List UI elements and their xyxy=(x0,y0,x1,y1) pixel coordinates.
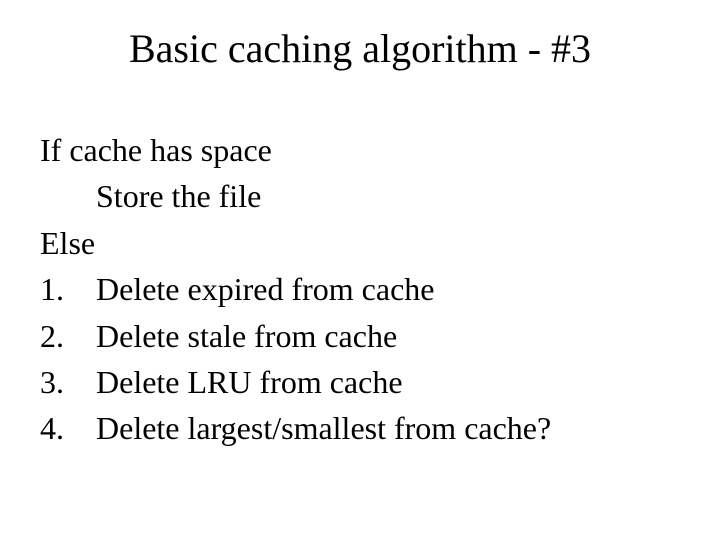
numbered-list: 1. Delete expired from cache 2. Delete s… xyxy=(40,266,680,452)
list-number: 3. xyxy=(40,359,96,405)
list-item: 3. Delete LRU from cache xyxy=(40,359,680,405)
slide-content: If cache has space Store the file Else 1… xyxy=(40,127,680,452)
if-line: If cache has space xyxy=(40,127,680,173)
list-text: Delete stale from cache xyxy=(96,313,397,359)
list-item: 4. Delete largest/smallest from cache? xyxy=(40,405,680,451)
list-text: Delete expired from cache xyxy=(96,266,434,312)
list-item: 1. Delete expired from cache xyxy=(40,266,680,312)
list-number: 1. xyxy=(40,266,96,312)
list-text: Delete largest/smallest from cache? xyxy=(96,405,551,451)
list-item: 2. Delete stale from cache xyxy=(40,313,680,359)
list-number: 4. xyxy=(40,405,96,451)
else-line: Else xyxy=(40,220,680,266)
list-number: 2. xyxy=(40,313,96,359)
store-line: Store the file xyxy=(40,173,680,219)
list-text: Delete LRU from cache xyxy=(96,359,403,405)
slide-title: Basic caching algorithm - #3 xyxy=(40,25,680,72)
